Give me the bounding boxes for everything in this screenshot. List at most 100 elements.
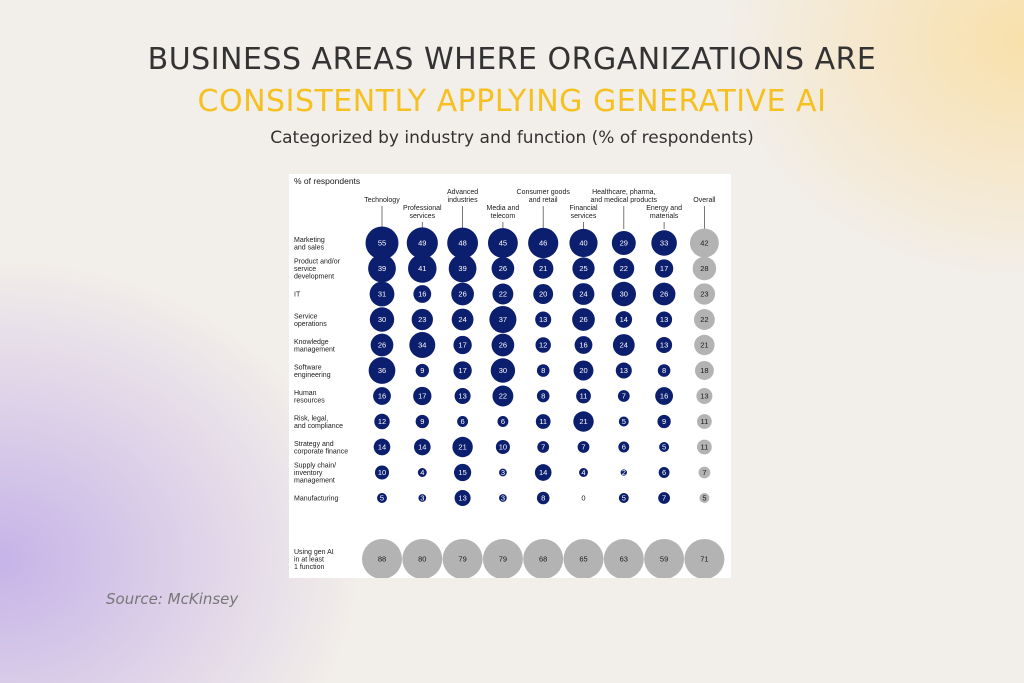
bubble-r10-c6	[618, 493, 629, 503]
bubble-r0-c5-label: 40	[579, 239, 587, 248]
bubble-r3-c7	[656, 311, 673, 328]
column-label-8: Overall	[693, 197, 716, 204]
bubble-r7-c6	[618, 416, 629, 427]
bubble-r10-c4	[536, 491, 550, 505]
bubble-r6-c2-label: 13	[458, 392, 466, 401]
bubble-r5-c6-label: 13	[620, 366, 628, 375]
bubble-r0-c5	[569, 228, 598, 258]
bubble-r6-c0	[373, 387, 391, 405]
bubble-r10-c3	[499, 494, 507, 502]
bubble-r9-c2	[453, 463, 472, 482]
bubble-r0-c8	[689, 228, 719, 258]
bubble-r9-c1-label: 4	[420, 468, 424, 477]
summary-bubble-3	[482, 539, 523, 579]
bubble-r9-c8	[698, 466, 711, 479]
bubble-r0-c3	[487, 228, 518, 258]
bubble-r8-c2-label: 21	[458, 443, 466, 452]
bubble-r7-c1-label: 9	[420, 417, 424, 426]
bubble-r9-c4-label: 14	[539, 468, 547, 477]
bubble-r10-c3-label: 3	[501, 494, 505, 503]
bubble-r6-c3	[492, 385, 514, 407]
bubble-r9-c6	[620, 469, 627, 476]
bubble-r0-c6	[611, 231, 636, 255]
bubble-r4-c8	[694, 334, 715, 356]
row-label-3: Service operations	[294, 313, 327, 328]
bubble-r7-c7	[657, 414, 671, 429]
summary-bubble-5	[563, 539, 604, 579]
bubble-r5-c3	[490, 358, 516, 383]
bubble-r6-c4	[536, 389, 550, 403]
bubble-r2-c8	[693, 283, 716, 305]
bubble-r2-c7	[652, 282, 676, 306]
summary-bubble-6-label: 63	[620, 555, 628, 564]
bubble-r1-c3-label: 26	[499, 264, 507, 273]
bubble-r7-c3	[497, 416, 509, 427]
bubble-r5-c3-label: 30	[499, 366, 507, 375]
bubble-r7-c1	[415, 414, 429, 429]
bubble-r0-c0	[365, 226, 399, 260]
column-label-3: Media and telecom	[487, 205, 520, 220]
bubble-r9-c0	[374, 465, 390, 480]
bubble-r3-c7-label: 13	[660, 315, 668, 324]
bubble-r3-c5	[572, 308, 595, 331]
summary-bubble-1-label: 80	[418, 555, 426, 564]
bubble-r1-c2-label: 39	[458, 264, 466, 273]
bubble-r6-c0-label: 16	[378, 392, 386, 401]
bubble-r5-c5-label: 20	[579, 366, 587, 375]
bubble-r10-c0	[377, 493, 387, 503]
bubble-r9-c4	[534, 464, 552, 481]
bubble-r2-c6	[611, 281, 636, 307]
bubble-r8-c5-label: 7	[581, 443, 585, 452]
bubble-r7-c3-label: 6	[501, 417, 505, 426]
bubble-r8-c7-label: 5	[662, 443, 666, 452]
bubble-r10-c6-label: 5	[622, 494, 626, 503]
bubble-r2-c4-label: 20	[539, 290, 547, 299]
bubble-r3-c0-label: 30	[378, 315, 386, 324]
summary-bubble-5-label: 65	[579, 555, 587, 564]
row-label-5: Software engineering	[294, 364, 331, 379]
bubble-r4-c7	[656, 336, 673, 354]
row-label-8: Strategy and corporate finance	[294, 441, 348, 456]
bubble-r8-c3	[495, 439, 510, 455]
bubble-r8-c6-label: 6	[622, 443, 626, 452]
summary-bubble-7	[644, 539, 685, 579]
bubble-r0-c2-label: 48	[458, 239, 466, 248]
bubble-r0-c2	[447, 227, 479, 259]
bubble-r10-c2	[454, 489, 471, 507]
bubble-r4-c6-label: 24	[620, 341, 628, 350]
bubble-r3-c1-label: 23	[418, 315, 426, 324]
bubble-r8-c6	[618, 441, 630, 453]
bubble-r2-c3	[492, 283, 514, 305]
bubble-r10-c4-label: 8	[541, 494, 545, 503]
bubble-r9-c5-label: 4	[581, 468, 585, 477]
bubble-r2-c6-label: 30	[620, 290, 628, 299]
bubble-r2-c5	[572, 283, 595, 305]
bubble-r9-c0-label: 10	[378, 468, 386, 477]
bubble-r1-c3	[491, 257, 515, 280]
summary-bubble-0	[362, 539, 402, 579]
bubble-r9-c7	[658, 467, 670, 478]
bubble-r5-c8-label: 18	[700, 366, 708, 375]
bubble-r0-c1-label: 49	[418, 239, 426, 248]
summary-bubble-8	[684, 539, 725, 579]
bubble-r6-c5	[576, 388, 591, 404]
bubble-r7-c2	[457, 416, 469, 427]
bubble-r8-c3-label: 10	[499, 443, 507, 452]
summary-bubble-1	[402, 539, 443, 579]
bubble-r9-c5	[579, 468, 588, 477]
bubble-r2-c2-label: 26	[458, 290, 466, 299]
bubble-r5-c0-label: 36	[378, 366, 386, 375]
bubble-r10-c1-label: 3	[420, 494, 424, 503]
bubble-r5-c2	[453, 361, 472, 380]
bubble-r10-c0-label: 5	[380, 494, 384, 503]
bubble-r3-c5-label: 26	[579, 315, 587, 324]
bubble-r8-c2	[452, 436, 473, 458]
bubble-r2-c5-label: 24	[579, 290, 587, 299]
bubble-r6-c8-label: 13	[700, 392, 708, 401]
summary-bubble-4	[523, 539, 564, 579]
row-label-0: Marketing and sales	[294, 237, 325, 252]
row-label-9: Supply chain/inventory management	[294, 463, 336, 485]
bubble-r7-c4	[535, 414, 551, 429]
bubble-r4-c1	[409, 332, 436, 358]
